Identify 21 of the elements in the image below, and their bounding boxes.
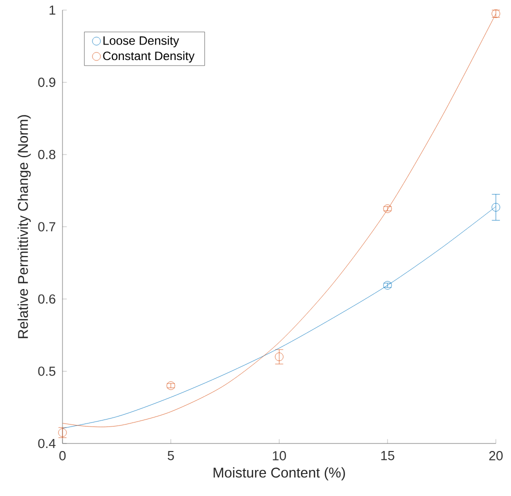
legend-label: Loose Density	[104, 36, 180, 48]
x-tick-label: 0	[59, 451, 66, 460]
legend-label: Constant Density	[103, 51, 195, 63]
x-tick-label: 10	[272, 451, 286, 460]
x-tick-label: 20	[489, 451, 503, 460]
point	[274, 352, 284, 362]
y-tick-label: 0.9	[38, 78, 56, 88]
y-tick-label: 0.4	[38, 438, 56, 448]
y-tick-label: 0.5	[38, 366, 56, 376]
x-tick-label: 5	[168, 451, 174, 460]
y-axis-title: Relative Permittivity Change (Norm)	[18, 115, 31, 338]
point	[58, 428, 67, 437]
x-axis-title: Moisture Content (%)	[214, 467, 345, 480]
x-tick-label: 15	[381, 451, 394, 460]
y-tick-label: 0.6	[38, 294, 56, 304]
y-tick-label: 0.8	[38, 150, 56, 160]
y-tick-label: 0.7	[38, 222, 56, 232]
point	[492, 203, 500, 212]
y-tick-label: 1	[50, 6, 56, 15]
point	[383, 204, 392, 214]
point	[383, 281, 392, 290]
